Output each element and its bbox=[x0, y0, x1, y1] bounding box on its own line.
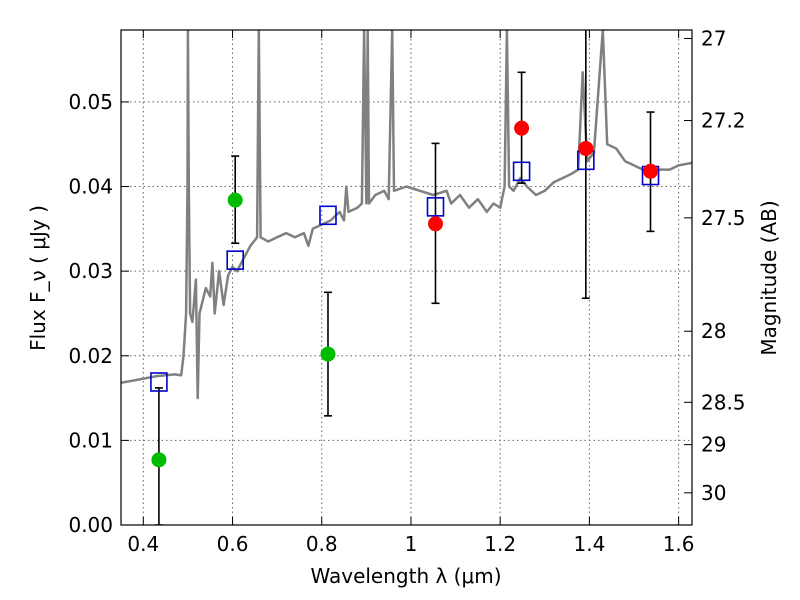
axis-ticks: 0.4 0.6 0.8 1 1.2 1.4 1.6 0.00 0.01 0.02 0.03 0.04 0… bbox=[68, 26, 745, 556]
plot-frame bbox=[120, 29, 693, 526]
y-tick-label: 0.01 bbox=[68, 428, 113, 452]
right-tick-label: 29 bbox=[701, 433, 726, 457]
observed-point-green bbox=[227, 192, 243, 208]
y-tick-label: 0.04 bbox=[68, 175, 113, 199]
x-tick-label: 0.8 bbox=[306, 532, 338, 556]
x-tick-label: 1.6 bbox=[663, 532, 695, 556]
error-bars-layer bbox=[154, 30, 655, 525]
observed-point-red bbox=[578, 140, 594, 156]
x-tick-label: 1 bbox=[405, 532, 418, 556]
model-spectrum-layer bbox=[121, 30, 692, 400]
right-tick-label: 30 bbox=[701, 481, 726, 505]
right-tick-label: 27.2 bbox=[701, 109, 746, 133]
x-tick-label: 1.4 bbox=[573, 532, 605, 556]
y-tick-label: 0.03 bbox=[68, 259, 113, 283]
right-tick-label: 28.5 bbox=[701, 390, 746, 414]
y-tick-label: 0.02 bbox=[68, 344, 113, 368]
y-tick-label: 0.00 bbox=[68, 513, 113, 537]
observed-point-red bbox=[643, 163, 659, 179]
model-photometry-box bbox=[150, 372, 168, 392]
x-tick-label: 0.6 bbox=[217, 532, 249, 556]
right-tick-label: 27.5 bbox=[701, 206, 746, 230]
observed-point-red bbox=[514, 120, 530, 136]
observed-point-green bbox=[320, 346, 336, 362]
model-photometry-box bbox=[319, 205, 337, 226]
grid-lines bbox=[121, 30, 692, 526]
markers-layer bbox=[150, 120, 660, 468]
right-tick-label: 27 bbox=[701, 26, 726, 50]
right-axis-label: Magnitude (AB) bbox=[757, 200, 781, 355]
model-spectrum-line bbox=[121, 30, 692, 400]
x-axis-label: Wavelength λ (μm) bbox=[310, 564, 501, 588]
model-photometry-box bbox=[512, 161, 531, 182]
observed-point-green bbox=[151, 452, 167, 468]
right-tick-label: 28 bbox=[701, 319, 726, 343]
model-photometry-box bbox=[226, 250, 244, 270]
x-tick-label: 0.4 bbox=[127, 532, 159, 556]
y-tick-label: 0.05 bbox=[68, 90, 113, 114]
observed-point-red bbox=[427, 216, 443, 232]
y-axis-label: Flux F_ν ( μJy ) bbox=[26, 205, 50, 351]
model-photometry-box bbox=[426, 197, 445, 217]
x-tick-label: 1.2 bbox=[484, 532, 516, 556]
